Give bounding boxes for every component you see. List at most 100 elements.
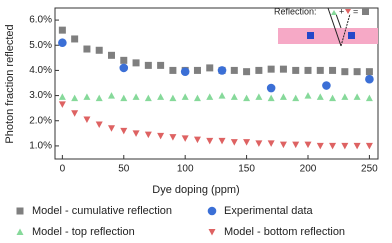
inset-label: Reflection: — [274, 6, 317, 16]
legend-label: Experimental data — [224, 205, 314, 217]
inset-icon — [362, 8, 369, 15]
inset-ray — [327, 7, 342, 47]
x-axis-label: Dye doping (ppm) — [152, 184, 239, 196]
data-point — [341, 68, 349, 76]
data-point — [206, 93, 214, 100]
y-tick-label: 1.0% — [29, 141, 52, 152]
data-point — [107, 51, 115, 59]
data-point — [316, 142, 324, 150]
inset-ray — [335, 13, 342, 29]
data-point — [58, 93, 66, 100]
data-point — [279, 141, 287, 149]
inset-icon — [331, 10, 337, 15]
data-point — [353, 142, 361, 150]
inset-dye — [307, 32, 314, 39]
data-point — [58, 26, 66, 34]
x-tick-label: 50 — [118, 164, 130, 175]
data-point — [107, 92, 115, 99]
data-point — [157, 61, 165, 69]
data-point — [218, 137, 226, 145]
data-point — [132, 59, 140, 67]
data-point — [206, 64, 214, 72]
plot-frame — [54, 7, 379, 160]
data-point — [267, 65, 275, 73]
data-point — [255, 140, 263, 147]
data-point — [193, 66, 201, 74]
inset-equals: = — [353, 6, 358, 16]
inset-dye — [348, 32, 355, 39]
data-point — [266, 83, 276, 93]
data-point — [181, 135, 189, 142]
data-point — [218, 92, 226, 99]
data-point — [304, 92, 312, 99]
data-point — [180, 67, 190, 76]
legend-label: Model - bottom reflection — [224, 226, 345, 238]
legend-label: Model - top reflection — [32, 226, 135, 238]
y-tick-label: 5.0% — [29, 40, 52, 51]
y-tick-label: 4.0% — [29, 65, 52, 76]
x-tick-label: 200 — [300, 164, 317, 175]
y-tick-label: 3.0% — [29, 90, 52, 101]
data-point — [120, 127, 128, 135]
data-point — [144, 61, 152, 69]
data-point — [71, 110, 79, 117]
data-point — [292, 141, 300, 149]
data-point — [157, 93, 165, 100]
legend-marker — [208, 229, 216, 236]
data-point — [353, 93, 361, 100]
data-point — [181, 93, 189, 100]
legend-marker — [16, 228, 24, 235]
data-point — [329, 66, 337, 74]
data-point — [120, 56, 128, 64]
data-point — [329, 94, 337, 102]
data-point — [316, 93, 324, 100]
data-point — [120, 94, 128, 102]
data-point — [95, 94, 103, 102]
data-point — [144, 131, 152, 139]
data-point — [279, 93, 287, 100]
data-point — [329, 142, 337, 150]
data-point — [144, 94, 152, 102]
data-point — [119, 63, 129, 73]
data-point — [169, 94, 177, 102]
inset: Reflection: + = — [274, 6, 378, 47]
data-point — [292, 94, 300, 102]
data-point — [83, 93, 91, 100]
data-point — [58, 101, 66, 108]
inset-plus: + — [339, 6, 344, 16]
data-point — [132, 93, 140, 100]
data-point — [193, 94, 201, 102]
data-point — [304, 66, 312, 74]
data-point — [365, 94, 373, 102]
y-axis-label: Photon fraction reflected — [4, 24, 16, 143]
data-point — [169, 134, 177, 141]
data-point — [71, 94, 79, 102]
data-point — [365, 68, 373, 76]
data-point — [341, 142, 349, 150]
data-point — [58, 38, 67, 48]
data-point — [107, 125, 115, 132]
y-tick-label: 6.0% — [29, 15, 52, 26]
data-point — [267, 140, 275, 147]
data-point — [243, 94, 251, 102]
data-point — [243, 68, 251, 76]
x-tick-label: 100 — [177, 164, 194, 175]
data-point — [365, 74, 374, 84]
data-point — [230, 66, 238, 74]
data-point — [267, 94, 275, 102]
data-point — [95, 46, 103, 54]
data-point — [230, 139, 238, 146]
inset-icon — [345, 9, 351, 14]
y-tick-label: 2.0% — [29, 115, 52, 126]
data-point — [206, 137, 214, 145]
data-point — [95, 121, 103, 129]
x-tick-label: 150 — [238, 164, 255, 175]
data-point — [255, 66, 263, 74]
inset-slab — [278, 28, 378, 44]
x-tick-label: 250 — [361, 164, 378, 175]
data-point — [243, 139, 251, 146]
data-point — [157, 132, 165, 140]
data-point — [169, 66, 177, 74]
data-point — [292, 66, 300, 74]
